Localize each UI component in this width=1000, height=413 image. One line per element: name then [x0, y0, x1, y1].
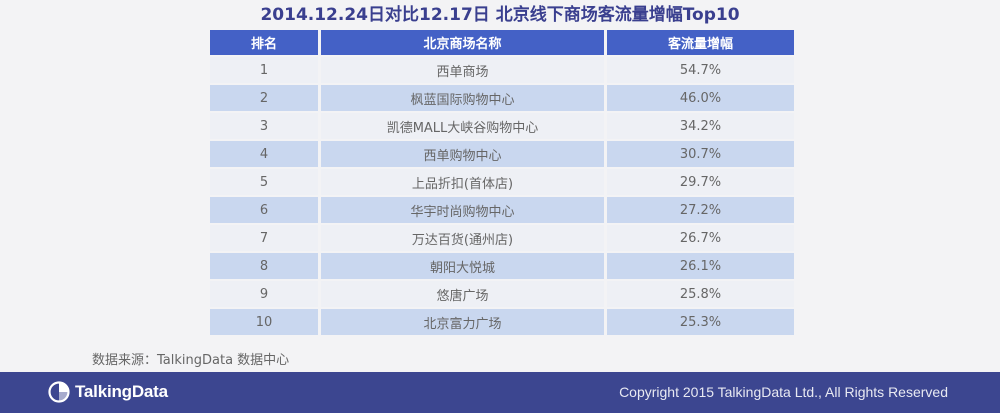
rank-cell: 3 — [210, 113, 318, 139]
table-row: 1 西单商场 54.7% — [210, 57, 794, 83]
rank-cell: 5 — [210, 169, 318, 195]
ranking-table: 排名 北京商场名称 客流量增幅 1 西单商场 54.7% 2 枫蓝国际购物中心 … — [207, 28, 797, 337]
page-title: 2014.12.24日对比12.17日 北京线下商场客流量增幅Top10 — [260, 5, 740, 25]
data-source-note: 数据来源：TalkingData 数据中心 — [92, 353, 290, 368]
rank-cell: 8 — [210, 253, 318, 279]
header-rank: 排名 — [210, 30, 318, 55]
mall-name-cell: 悠唐广场 — [321, 281, 604, 307]
growth-cell: 34.2% — [607, 113, 794, 139]
mall-name-cell: 华宇时尚购物中心 — [321, 197, 604, 223]
table-row: 9 悠唐广场 25.8% — [210, 281, 794, 307]
header-traffic-growth: 客流量增幅 — [607, 30, 794, 55]
table-row: 5 上品折扣(首体店) 29.7% — [210, 169, 794, 195]
table-row: 6 华宇时尚购物中心 27.2% — [210, 197, 794, 223]
rank-cell: 6 — [210, 197, 318, 223]
growth-cell: 54.7% — [607, 57, 794, 83]
growth-cell: 26.1% — [607, 253, 794, 279]
table-row: 2 枫蓝国际购物中心 46.0% — [210, 85, 794, 111]
brand-name: TalkingData — [75, 382, 168, 401]
pie-chart-icon — [48, 381, 70, 403]
table-header-row: 排名 北京商场名称 客流量增幅 — [210, 30, 794, 55]
rank-cell: 10 — [210, 309, 318, 335]
table-row: 7 万达百货(通州店) 26.7% — [210, 225, 794, 251]
mall-name-cell: 西单购物中心 — [321, 141, 604, 167]
growth-cell: 27.2% — [607, 197, 794, 223]
mall-name-cell: 枫蓝国际购物中心 — [321, 85, 604, 111]
rank-cell: 7 — [210, 225, 318, 251]
growth-cell: 25.8% — [607, 281, 794, 307]
brand-logo: TalkingData — [48, 381, 168, 403]
rank-cell: 4 — [210, 141, 318, 167]
growth-cell: 46.0% — [607, 85, 794, 111]
mall-name-cell: 北京富力广场 — [321, 309, 604, 335]
mall-name-cell: 上品折扣(首体店) — [321, 169, 604, 195]
growth-cell: 25.3% — [607, 309, 794, 335]
rank-cell: 1 — [210, 57, 318, 83]
growth-cell: 29.7% — [607, 169, 794, 195]
footer-bar: TalkingData Copyright 2015 TalkingData L… — [0, 372, 1000, 413]
rank-cell: 2 — [210, 85, 318, 111]
growth-cell: 30.7% — [607, 141, 794, 167]
mall-name-cell: 西单商场 — [321, 57, 604, 83]
rank-cell: 9 — [210, 281, 318, 307]
mall-name-cell: 凯德MALL大峡谷购物中心 — [321, 113, 604, 139]
table-row: 4 西单购物中心 30.7% — [210, 141, 794, 167]
growth-cell: 26.7% — [607, 225, 794, 251]
table-row: 8 朝阳大悦城 26.1% — [210, 253, 794, 279]
mall-name-cell: 朝阳大悦城 — [321, 253, 604, 279]
table-row: 10 北京富力广场 25.3% — [210, 309, 794, 335]
table-row: 3 凯德MALL大峡谷购物中心 34.2% — [210, 113, 794, 139]
copyright-text: Copyright 2015 TalkingData Ltd., All Rig… — [619, 384, 948, 400]
mall-name-cell: 万达百货(通州店) — [321, 225, 604, 251]
header-mall-name: 北京商场名称 — [321, 30, 604, 55]
